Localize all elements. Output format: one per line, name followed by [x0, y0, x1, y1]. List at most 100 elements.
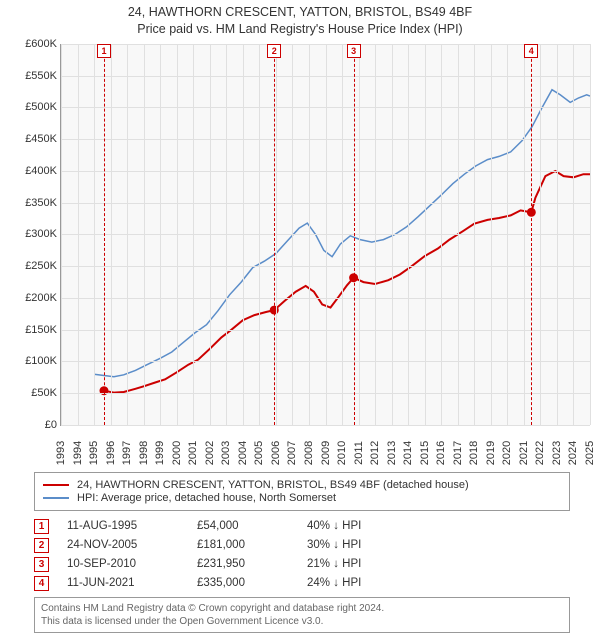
y-axis-label: £200K [9, 292, 57, 304]
event-marker-on-chart: 1 [97, 44, 111, 58]
y-axis-label: £100K [9, 355, 57, 367]
event-row: 3 10-SEP-2010 £231,950 21% ↓ HPI [34, 557, 570, 572]
event-marker-icon: 3 [34, 557, 49, 572]
gridline-v [309, 44, 310, 425]
x-axis-label: 2016 [435, 441, 447, 465]
gridline-v [61, 44, 62, 425]
legend-label-hpi: HPI: Average price, detached house, Nort… [77, 492, 336, 504]
event-marker-on-chart: 3 [347, 44, 361, 58]
gridline-v [441, 44, 442, 425]
gridline-v [177, 44, 178, 425]
y-axis-label: £50K [9, 387, 57, 399]
legend-box: 24, HAWTHORN CRESCENT, YATTON, BRISTOL, … [34, 472, 570, 511]
gridline-v [573, 44, 574, 425]
x-axis-label: 1997 [121, 441, 133, 465]
legend-swatch-hpi [43, 497, 69, 499]
x-axis-label: 2010 [336, 441, 348, 465]
x-axis-label: 1993 [55, 441, 67, 465]
event-guideline [274, 44, 275, 425]
gridline-v [243, 44, 244, 425]
event-marker-icon: 4 [34, 576, 49, 591]
gridline-v [276, 44, 277, 425]
x-axis-label: 2014 [402, 441, 414, 465]
gridline-v [193, 44, 194, 425]
gridline-v [458, 44, 459, 425]
footer-attribution: Contains HM Land Registry data © Crown c… [34, 597, 570, 633]
x-axis-label: 2022 [534, 441, 546, 465]
gridline-v [425, 44, 426, 425]
gridline-v [78, 44, 79, 425]
x-axis-label: 1994 [72, 441, 84, 465]
x-axis-label: 2024 [567, 441, 579, 465]
gridline-v [392, 44, 393, 425]
gridline-v [557, 44, 558, 425]
legend-item-hpi: HPI: Average price, detached house, Nort… [43, 492, 561, 504]
gridline-v [326, 44, 327, 425]
y-axis-label: £300K [9, 228, 57, 240]
gridline-v [474, 44, 475, 425]
x-axis-label: 2013 [386, 441, 398, 465]
event-delta: 30% ↓ HPI [307, 539, 570, 551]
gridline-v [342, 44, 343, 425]
x-axis-label: 2001 [187, 441, 199, 465]
x-axis-label: 1999 [154, 441, 166, 465]
y-axis-label: £250K [9, 260, 57, 272]
x-axis-label: 2019 [485, 441, 497, 465]
event-marker-icon: 1 [34, 519, 49, 534]
gridline-v [408, 44, 409, 425]
gridline-v [259, 44, 260, 425]
event-date: 11-AUG-1995 [67, 520, 197, 532]
event-delta: 24% ↓ HPI [307, 577, 570, 589]
gridline-v [94, 44, 95, 425]
y-axis-label: £0 [9, 419, 57, 431]
gridline-v [359, 44, 360, 425]
gridline-v [111, 44, 112, 425]
gridline-v [491, 44, 492, 425]
legend-item-property: 24, HAWTHORN CRESCENT, YATTON, BRISTOL, … [43, 479, 561, 491]
x-axis-label: 1995 [88, 441, 100, 465]
x-axis-label: 2015 [419, 441, 431, 465]
title-subtitle: Price paid vs. HM Land Registry's House … [0, 21, 600, 38]
event-price: £54,000 [197, 520, 307, 532]
title-block: 24, HAWTHORN CRESCENT, YATTON, BRISTOL, … [0, 0, 600, 38]
event-date: 10-SEP-2010 [67, 558, 197, 570]
y-axis-label: £350K [9, 197, 57, 209]
gridline-v [292, 44, 293, 425]
x-axis-label: 2008 [303, 441, 315, 465]
chart-plot-area: £0£50K£100K£150K£200K£250K£300K£350K£400… [60, 44, 590, 426]
gridline-h [61, 425, 590, 426]
x-axis-label: 2012 [369, 441, 381, 465]
chart-container: 24, HAWTHORN CRESCENT, YATTON, BRISTOL, … [0, 0, 600, 620]
x-axis-label: 2007 [286, 441, 298, 465]
y-axis-label: £500K [9, 101, 57, 113]
gridline-v [160, 44, 161, 425]
event-price: £231,950 [197, 558, 307, 570]
x-axis-label: 2003 [220, 441, 232, 465]
event-delta: 40% ↓ HPI [307, 520, 570, 532]
gridline-v [210, 44, 211, 425]
gridline-v [507, 44, 508, 425]
event-row: 2 24-NOV-2005 £181,000 30% ↓ HPI [34, 538, 570, 553]
x-axis-label: 2025 [584, 441, 596, 465]
legend-label-property: 24, HAWTHORN CRESCENT, YATTON, BRISTOL, … [77, 479, 469, 491]
x-axis-label: 2020 [501, 441, 513, 465]
title-address: 24, HAWTHORN CRESCENT, YATTON, BRISTOL, … [0, 4, 600, 21]
x-axis-label: 2009 [320, 441, 332, 465]
y-axis-label: £400K [9, 165, 57, 177]
y-axis-label: £550K [9, 70, 57, 82]
gridline-v [540, 44, 541, 425]
event-price: £335,000 [197, 577, 307, 589]
x-axis-label: 2006 [270, 441, 282, 465]
gridline-v [590, 44, 591, 425]
x-axis-label: 2021 [518, 441, 530, 465]
legend-swatch-property [43, 484, 69, 486]
x-axis-label: 2023 [551, 441, 563, 465]
y-axis-label: £600K [9, 38, 57, 50]
footer-line: This data is licensed under the Open Gov… [41, 615, 563, 628]
y-axis-label: £150K [9, 324, 57, 336]
y-axis-label: £450K [9, 133, 57, 145]
gridline-v [144, 44, 145, 425]
x-axis-label: 2005 [253, 441, 265, 465]
event-guideline [354, 44, 355, 425]
event-date: 24-NOV-2005 [67, 539, 197, 551]
